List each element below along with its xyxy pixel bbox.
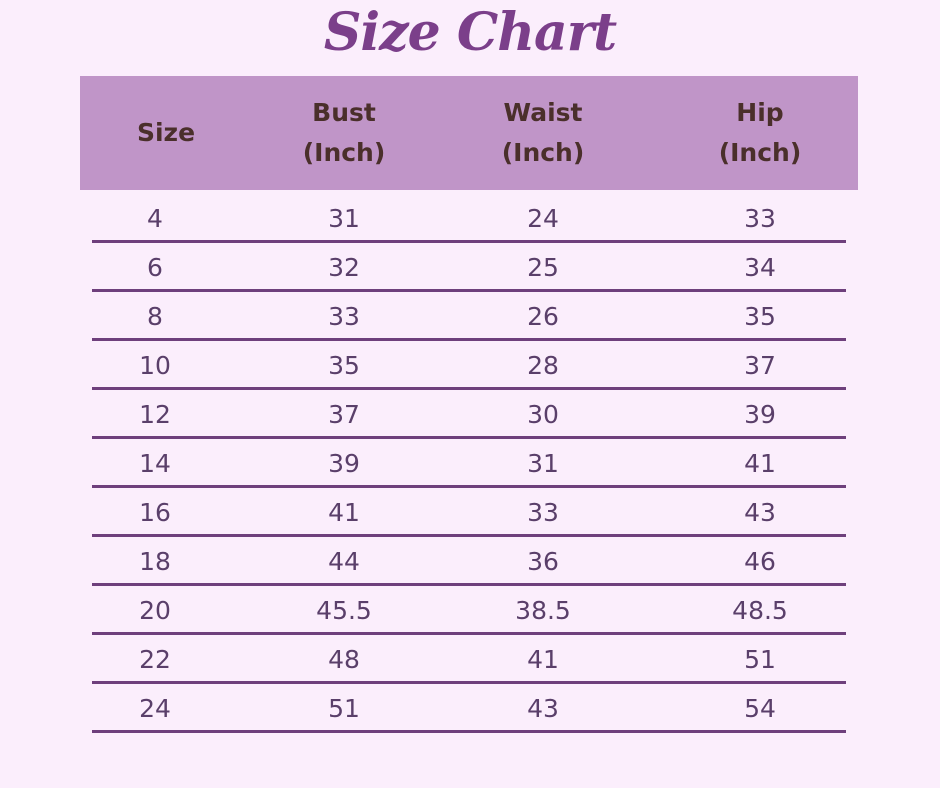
cell-waist: 38.5 [515,596,571,625]
cell-size: 22 [139,645,171,674]
cell-bust: 39 [328,449,360,478]
cell-bust: 45.5 [316,596,372,625]
cell-size: 4 [147,204,163,233]
cell-hip: 51 [744,645,776,674]
header-hip: Hip (Inch) [718,98,802,167]
table-row: 4 31 24 33 [92,194,846,243]
cell-bust: 41 [328,498,360,527]
table-row: 22 48 41 51 [92,635,846,684]
cell-waist: 36 [527,547,559,576]
cell-bust: 44 [328,547,360,576]
page-title: Size Chart [323,2,617,63]
table-header: Size Bust (Inch) Waist (Inch) Hip (Inch) [80,76,858,190]
cell-bust: 35 [328,351,360,380]
cell-size: 16 [139,498,171,527]
cell-size: 24 [139,694,171,723]
cell-hip: 34 [744,253,776,282]
cell-waist: 43 [527,694,559,723]
cell-bust: 31 [328,204,360,233]
table-row: 12 37 30 39 [92,390,846,439]
table-row: 24 51 43 54 [92,684,846,733]
cell-size: 14 [139,449,171,478]
cell-hip: 39 [744,400,776,429]
cell-waist: 25 [527,253,559,282]
cell-waist: 26 [527,302,559,331]
cell-hip: 33 [744,204,776,233]
cell-hip: 35 [744,302,776,331]
table-row: 8 33 26 35 [92,292,846,341]
cell-waist: 41 [527,645,559,674]
table-row: 6 32 25 34 [92,243,846,292]
cell-hip: 43 [744,498,776,527]
cell-waist: 28 [527,351,559,380]
cell-hip: 37 [744,351,776,380]
cell-bust: 33 [328,302,360,331]
table-row: 18 44 36 46 [92,537,846,586]
cell-hip: 41 [744,449,776,478]
cell-bust: 32 [328,253,360,282]
cell-bust: 51 [328,694,360,723]
cell-waist: 24 [527,204,559,233]
cell-hip: 54 [744,694,776,723]
cell-waist: 31 [527,449,559,478]
cell-size: 12 [139,400,171,429]
header-waist: Waist (Inch) [501,98,585,167]
cell-bust: 48 [328,645,360,674]
table-row: 16 41 33 43 [92,488,846,537]
header-bust: Bust (Inch) [302,98,386,167]
table-row: 10 35 28 37 [92,341,846,390]
cell-bust: 37 [328,400,360,429]
cell-hip: 46 [744,547,776,576]
table-row: 14 39 31 41 [92,439,846,488]
cell-size: 6 [147,253,163,282]
table-row: 20 45.5 38.5 48.5 [92,586,846,635]
cell-waist: 33 [527,498,559,527]
header-size: Size [136,118,196,147]
cell-waist: 30 [527,400,559,429]
cell-size: 18 [139,547,171,576]
cell-size: 10 [139,351,171,380]
cell-size: 8 [147,302,163,331]
cell-size: 20 [139,596,171,625]
cell-hip: 48.5 [732,596,788,625]
